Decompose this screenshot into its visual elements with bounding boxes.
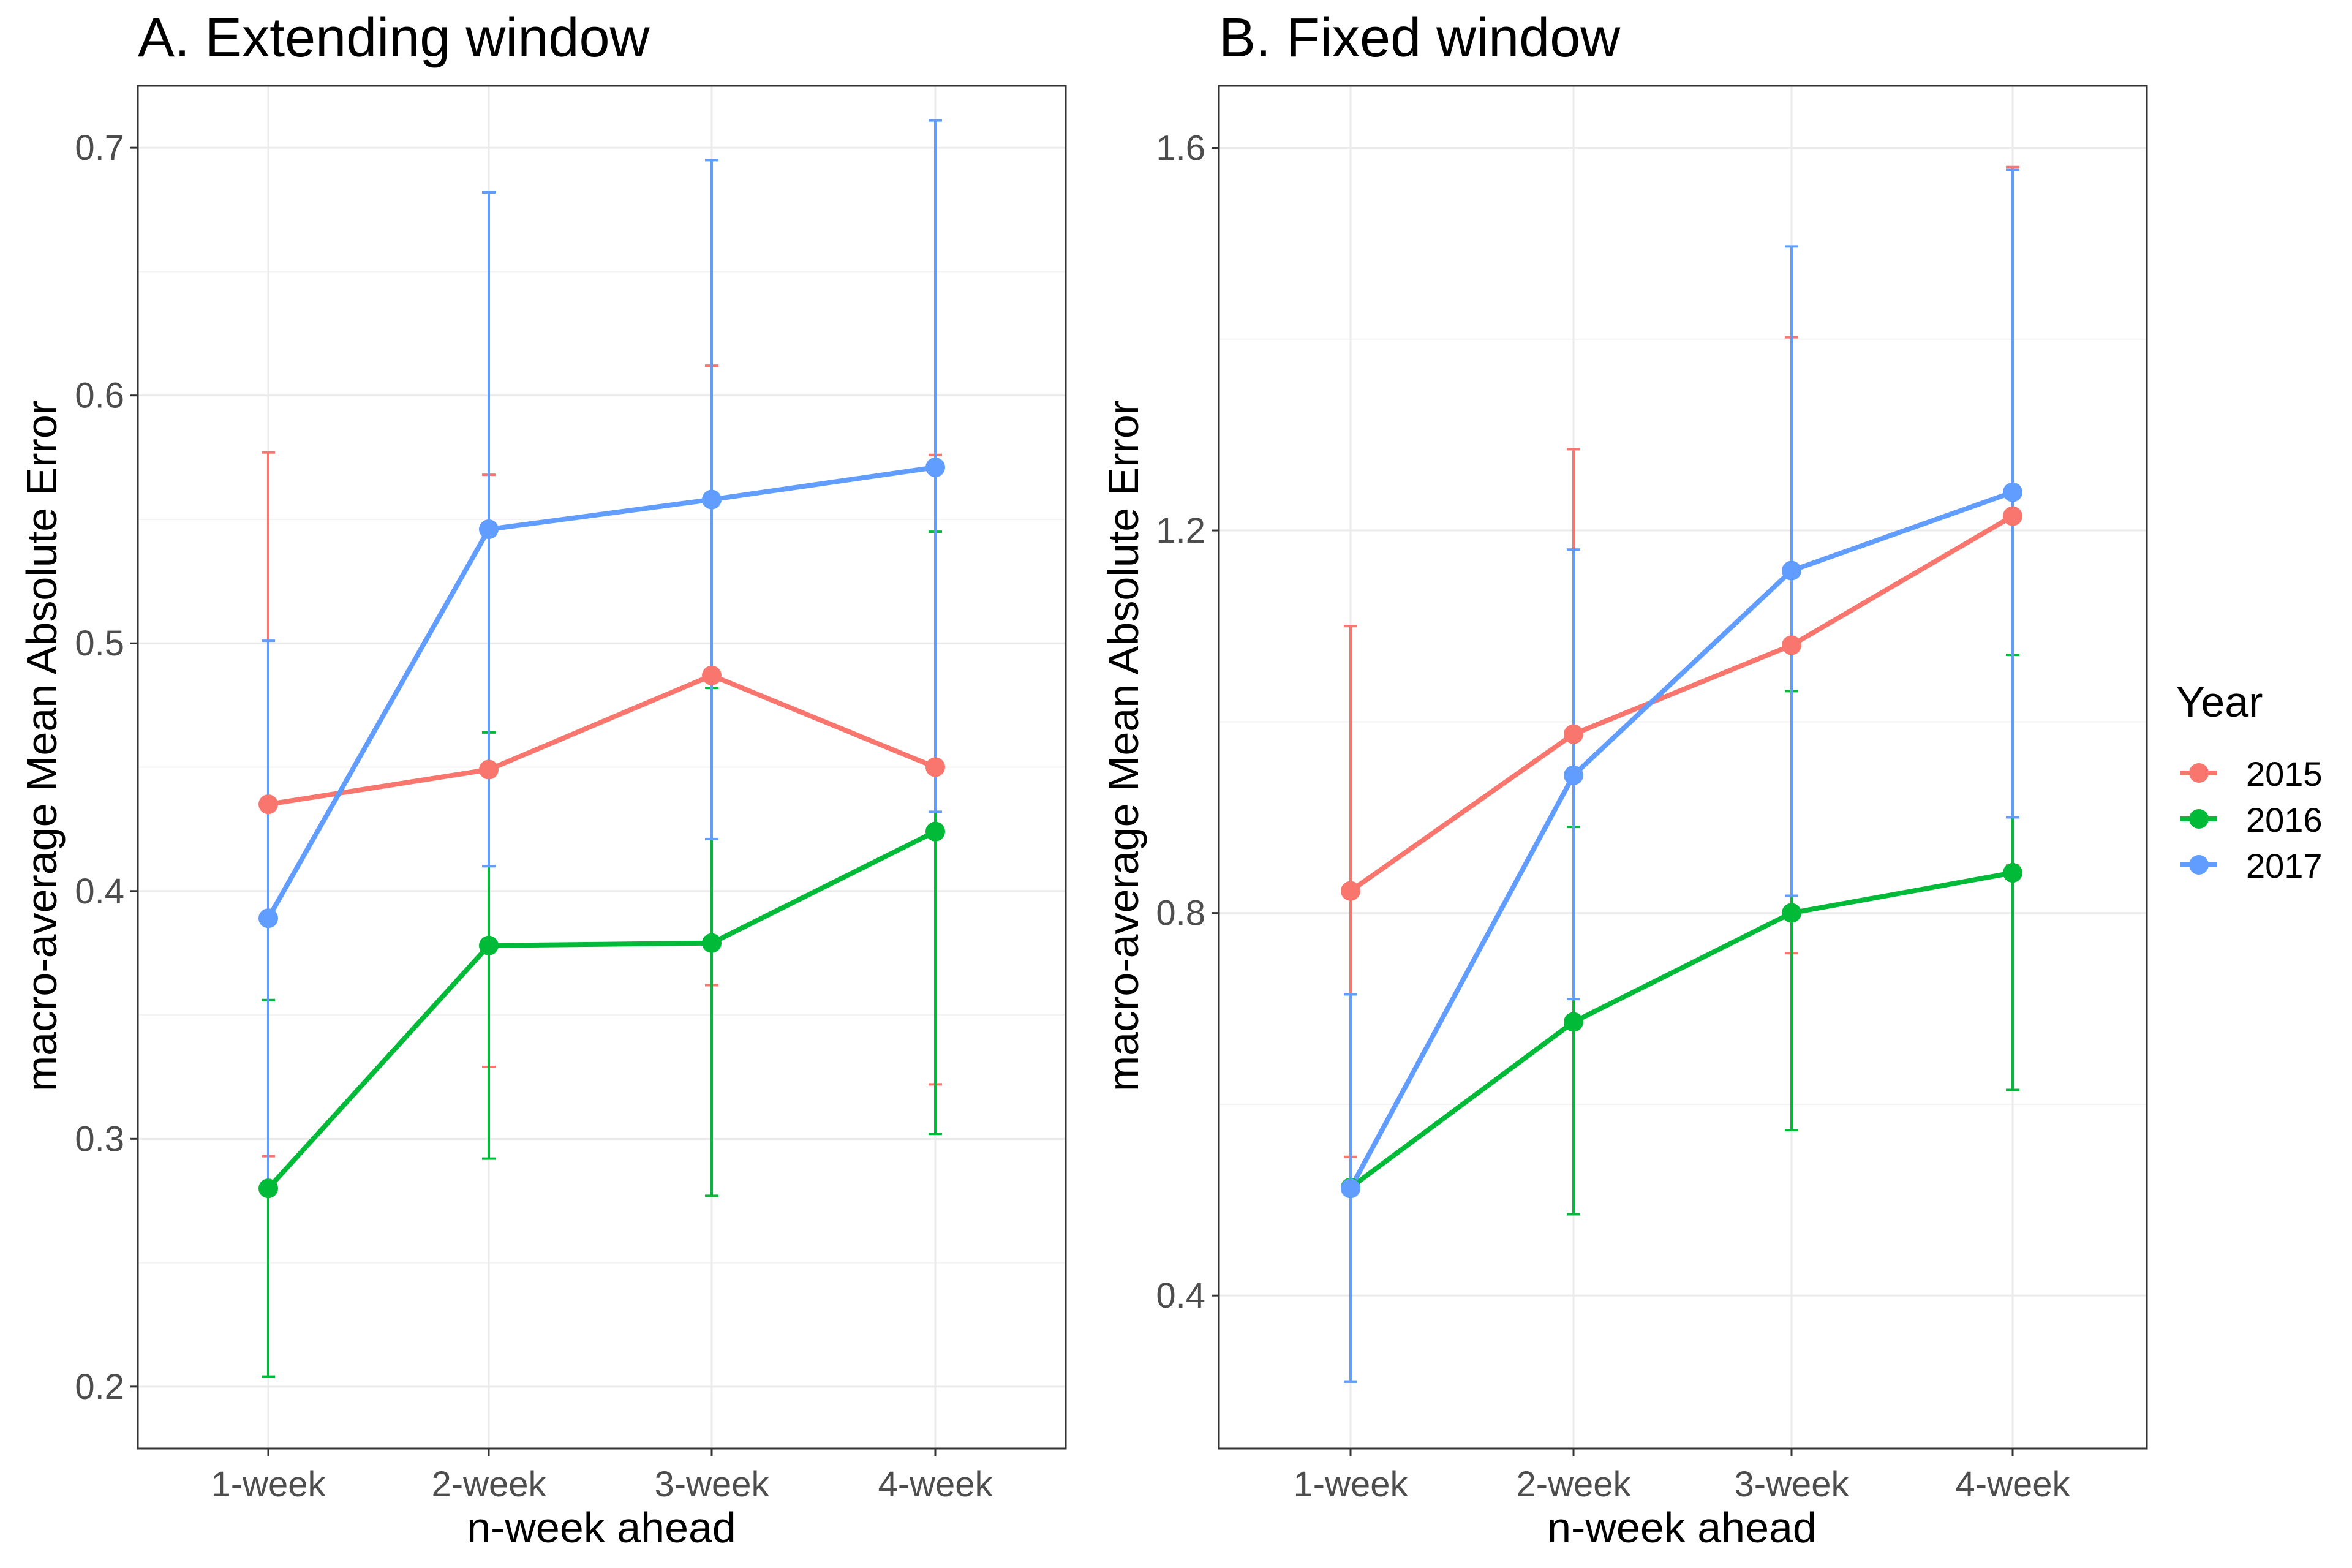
panel-a-border [137, 85, 1067, 1450]
panel-a-series-line-2015 [268, 673, 937, 807]
panel-a-point-2015-3 [925, 757, 945, 777]
panel-a-title: A. Extending window [138, 7, 650, 69]
panel-b-point-2016-3 [2003, 863, 2022, 883]
legend-title: Year [2176, 678, 2263, 726]
panel-b-point-2017-2 [1782, 560, 1801, 581]
panel-b-point-2015-0 [1341, 881, 1360, 901]
panel-a-y-tick-label-5: 0.7 [75, 128, 124, 168]
panel-b-y-tick-label-3: 1.6 [1156, 128, 1205, 168]
panel-fixed-window: B. Fixed window macro-average Mean Absol… [1099, 7, 2148, 1551]
legend-key-point-2017 [2189, 855, 2209, 875]
panel-a-point-2015-1 [479, 760, 499, 780]
panel-b-plot-area: 0.4 0.8 1.2 1.6 1-week 2-week 3-week 4-week [1156, 85, 2148, 1504]
panel-extending-window: A. Extending window macro-average Mean A… [18, 7, 1067, 1551]
panel-a-point-2017-3 [925, 458, 945, 477]
panel-a-y-tick-label-2: 0.4 [75, 872, 124, 911]
panel-b-point-2015-2 [1782, 635, 1801, 655]
panel-a-series-line-2017 [266, 465, 936, 920]
panel-a-point-2016-3 [925, 821, 945, 842]
legend-item-2015: 2015 [2180, 755, 2323, 793]
panel-a-point-2016-0 [258, 1178, 278, 1199]
panel-b-y-axis-title: macro-average Mean Absolute Error [1099, 401, 1147, 1091]
panel-b-x-tick-label-3: 4-week [1956, 1464, 2071, 1504]
legend-key-point-2016 [2189, 809, 2209, 829]
panel-a-y-tick-label-4: 0.6 [75, 376, 124, 416]
panel-a-y-tick-label-1: 0.3 [75, 1119, 124, 1159]
panel-a-x-tick-label-0: 1-week [211, 1464, 326, 1504]
panel-a-plot-area: 0.2 0.3 0.4 0.5 0.6 0.7 1-week 2-week 3-week 4-we… [75, 85, 1067, 1504]
legend-item-2016: 2016 [2180, 801, 2323, 839]
panel-a-point-2016-2 [702, 933, 722, 953]
panel-b-point-2017-0 [1341, 1178, 1360, 1199]
panel-a-point-2015-0 [258, 794, 278, 815]
panel-b-point-2017-3 [2003, 482, 2022, 502]
panel-a-x-tick-label-1: 2-week [432, 1464, 547, 1504]
panel-b-series-line-2016 [1349, 870, 2013, 1189]
panel-a-x-tick-label-2: 3-week [655, 1464, 770, 1504]
panel-a-point-2017-0 [258, 908, 278, 929]
panel-a-y-tick-label-3: 0.5 [75, 624, 124, 663]
panel-b-x-axis-title: n-week ahead [1547, 1504, 1817, 1551]
panel-b-point-2015-3 [2003, 506, 2022, 526]
panel-a-y-axis-title: macro-average Mean Absolute Error [18, 401, 66, 1091]
legend: Year 2015 2016 2017 [2176, 678, 2323, 885]
panel-b-title: B. Fixed window [1219, 7, 1621, 69]
panel-a-x-tick-label-3: 4-week [878, 1464, 993, 1504]
panel-a-point-2016-1 [479, 935, 499, 956]
panel-b-border [1218, 85, 2148, 1450]
panel-b-y-tick-label-2: 1.2 [1156, 511, 1205, 551]
panel-b-x-tick-label-1: 2-week [1517, 1464, 1632, 1504]
panel-b-x-tick-label-2: 3-week [1735, 1464, 1850, 1504]
panel-a-x-axis-title: n-week ahead [467, 1504, 736, 1551]
panel-b-y-tick-label-1: 0.8 [1156, 894, 1205, 933]
panel-a-y-tick-label-0: 0.2 [75, 1367, 124, 1407]
legend-key-point-2015 [2189, 763, 2209, 783]
legend-label-2015: 2015 [2246, 755, 2323, 793]
panel-a-point-2015-2 [702, 665, 722, 685]
panel-b-point-2016-1 [1564, 1012, 1583, 1032]
legend-item-2017: 2017 [2180, 846, 2323, 885]
panel-b-y-tick-label-0: 0.4 [1156, 1276, 1205, 1316]
legend-label-2016: 2016 [2246, 801, 2323, 839]
panel-b-point-2015-1 [1564, 724, 1583, 744]
panel-b-series-line-2017 [1348, 489, 2014, 1190]
panel-a-point-2017-2 [702, 489, 722, 510]
panel-b-series-line-2015 [1349, 514, 2015, 893]
legend-label-2017: 2017 [2246, 846, 2323, 885]
panel-a-point-2017-1 [479, 519, 499, 540]
panel-b-point-2016-2 [1782, 903, 1801, 923]
panel-b-point-2017-1 [1564, 765, 1583, 785]
panel-b-x-tick-label-0: 1-week [1294, 1464, 1409, 1504]
panel-a-series-line-2016 [266, 829, 937, 1190]
